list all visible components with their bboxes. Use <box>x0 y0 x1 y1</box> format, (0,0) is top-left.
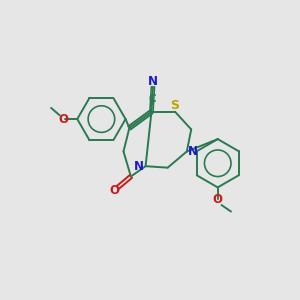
Text: N: N <box>134 160 144 173</box>
Text: N: N <box>148 75 158 88</box>
Text: O: O <box>213 193 223 206</box>
Text: S: S <box>170 99 179 112</box>
Text: O: O <box>58 112 68 126</box>
Text: C: C <box>148 94 156 104</box>
Text: N: N <box>188 145 198 158</box>
Text: O: O <box>110 184 119 197</box>
